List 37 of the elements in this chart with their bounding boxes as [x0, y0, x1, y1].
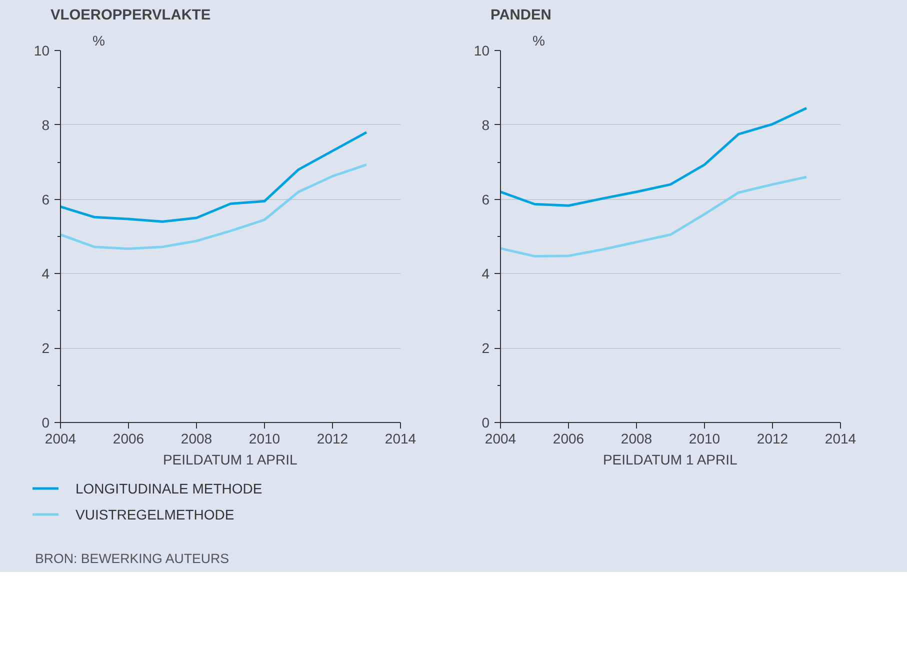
y-tick-label: 2 [42, 340, 50, 356]
y-tick-label: 0 [42, 414, 50, 430]
x-tick-label: 2012 [316, 430, 348, 446]
x-axis-title: PEILDATUM 1 APRIL [602, 452, 738, 468]
y-tick-label: 6 [42, 191, 50, 208]
y-tick-label: 4 [482, 266, 490, 282]
x-tick-label: 2010 [688, 430, 720, 446]
y-tick-label: 0 [482, 414, 490, 430]
line-series [500, 106, 808, 207]
legend-label: VUISTREGELMETHODE [76, 506, 234, 522]
text: BRON: BEWERKING AUTEURS [35, 550, 230, 568]
x-tick-label: 2014 [384, 430, 416, 446]
x-tick-label: 2006 [112, 430, 144, 446]
y-tick-label: 8 [42, 116, 50, 133]
x-tick-label: 2004 [44, 430, 76, 446]
y-tick-label: 10 [34, 42, 50, 58]
y-tick-label: 10 [474, 42, 490, 58]
y-tick-label: 6 [482, 191, 490, 208]
x-tick-label: 2008 [180, 430, 212, 446]
chart-title: VLOEROPPERVLAKTE [50, 8, 211, 24]
legend-label: LONGITUDINALE METHODE [76, 480, 262, 496]
x-tick-label: 2010 [248, 430, 280, 446]
x-tick-label: 2012 [756, 430, 788, 446]
y-tick-label: 2 [482, 340, 490, 356]
y-axis-title: % [532, 32, 545, 48]
x-axis-title: PEILDATUM 1 APRIL [162, 452, 298, 468]
x-tick-label: 2004 [484, 430, 516, 446]
y-tick-label: 8 [482, 116, 490, 133]
line-series [60, 131, 368, 223]
chart-title: PANDEN [490, 8, 552, 24]
x-tick-label: 2014 [824, 430, 856, 446]
y-axis-title: % [92, 32, 105, 48]
line-series [60, 163, 368, 250]
y-tick-label: 4 [42, 266, 50, 282]
x-tick-label: 2006 [552, 430, 584, 446]
line-series [500, 176, 808, 258]
x-tick-label: 2008 [620, 430, 652, 446]
